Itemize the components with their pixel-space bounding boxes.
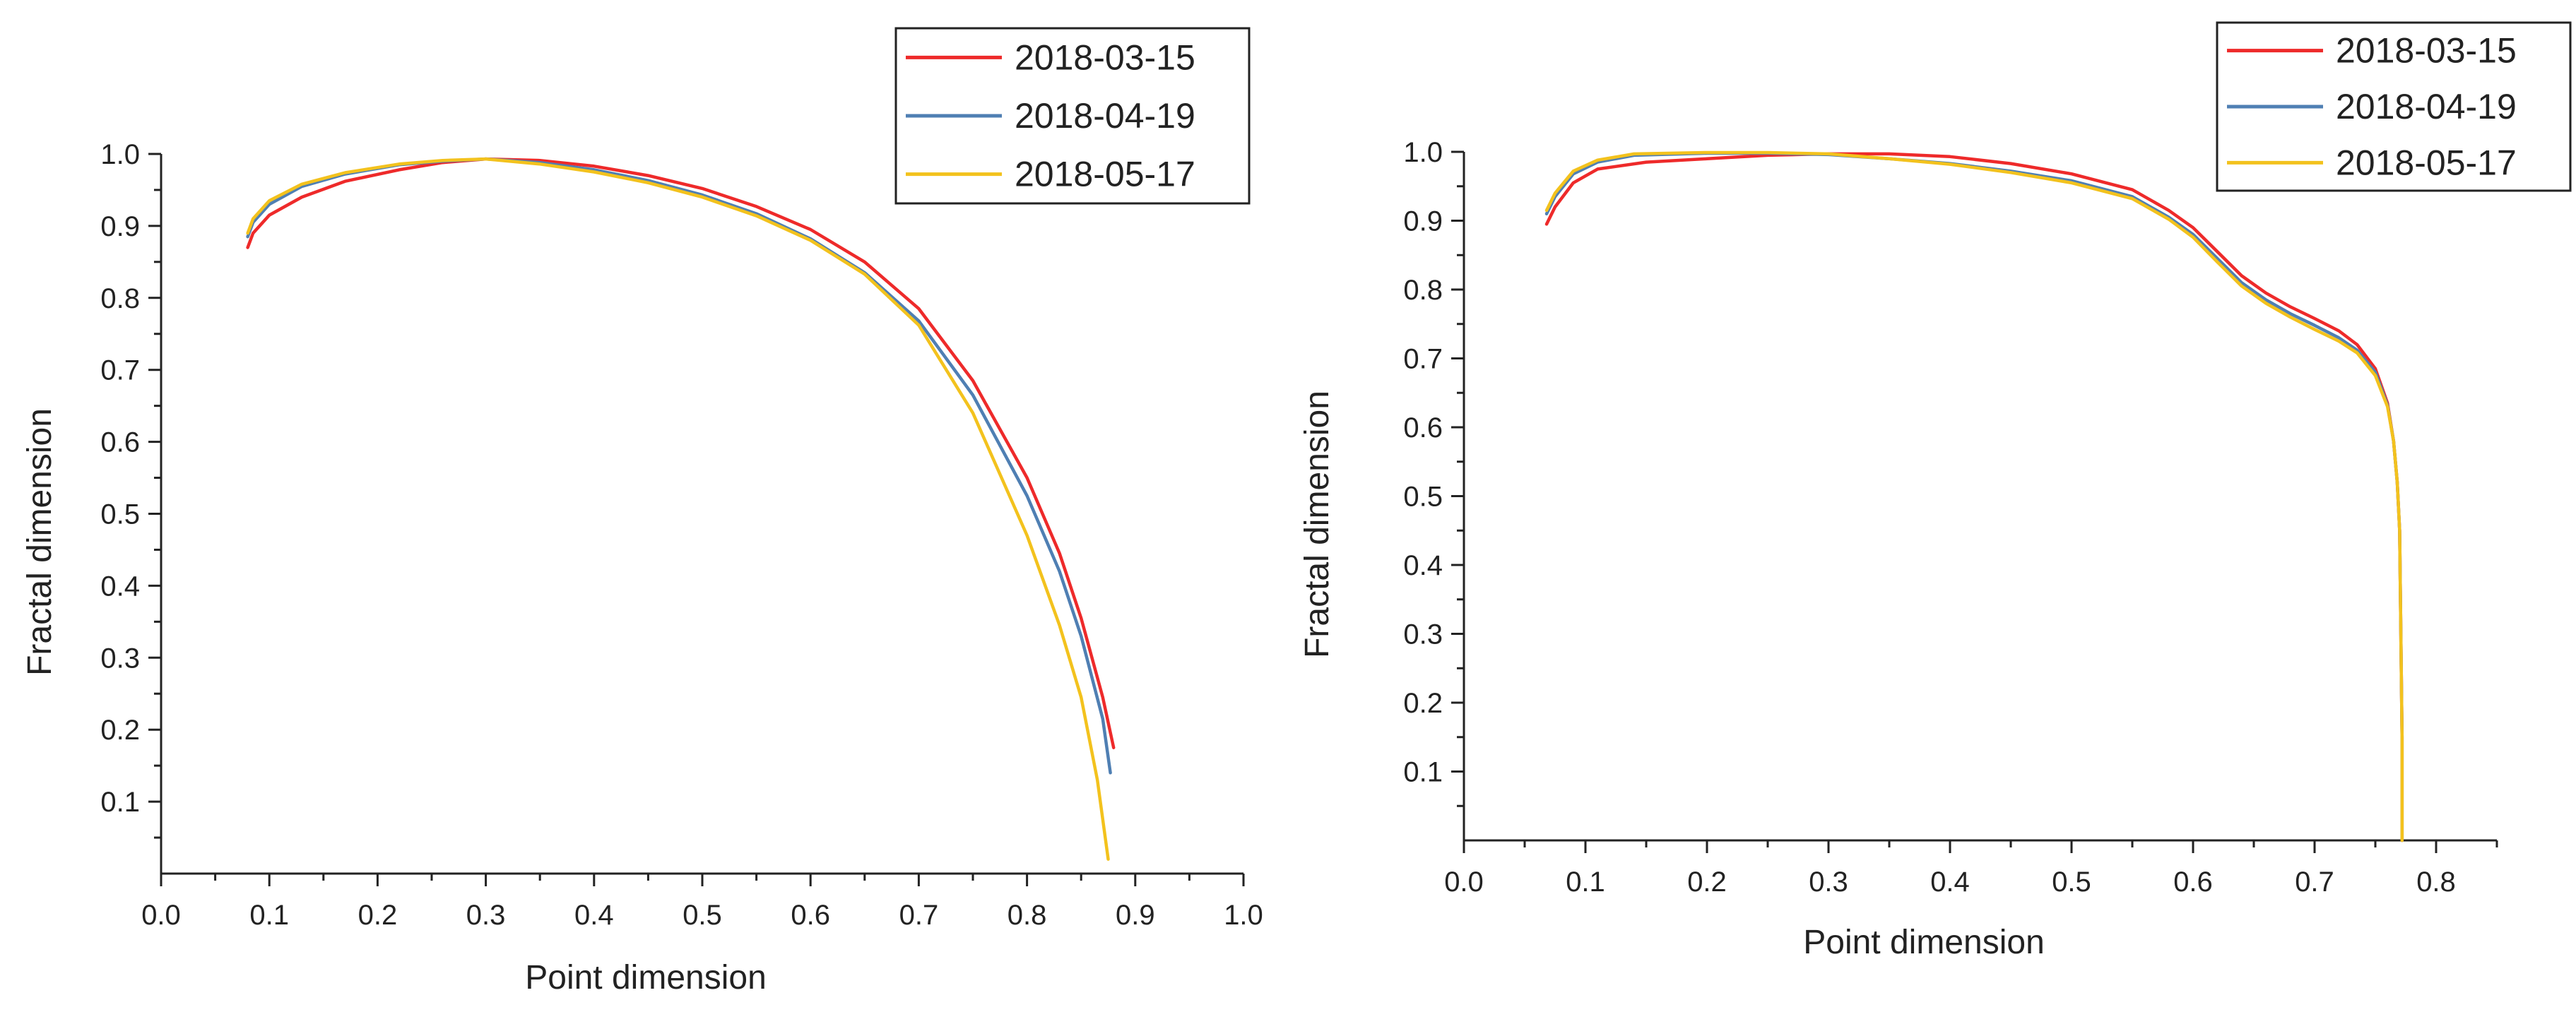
legend-label: 2018-04-19 [2336,87,2517,126]
series-line-2018-05-17 [246,157,1110,861]
legend-label: 2018-03-15 [2336,31,2517,71]
x-tick-label: 0.4 [1930,867,1970,898]
series-line-2018-04-19 [246,157,1112,775]
x-tick-label: 1.0 [1224,900,1263,931]
x-tick-label: 0.3 [1809,867,1848,898]
y-tick-label: 0.7 [1403,344,1443,375]
y-tick-label: 0.4 [1403,550,1443,581]
chart-panel-1: 0.0 0.1 0.2 0.3 0.4 0.5 0.6 0.7 0.8 0.9 1.0 0.1 0.2 0… [21,27,1263,996]
legend-label: 2018-03-15 [1015,37,1195,77]
y-tick-label: 0.8 [100,283,140,314]
x-tick-label: 0.1 [1566,867,1605,898]
x-tick-label: 0.5 [2052,867,2091,898]
series-line-2018-05-17 [1544,150,2404,843]
legend: 2018-03-15 2018-04-19 2018-05-17 [2216,21,2572,192]
y-tick-label: 0.9 [100,211,140,242]
y-axis-title: Fractal dimension [21,408,59,676]
y-tick-label: 0.9 [1403,206,1443,237]
x-tick-label: 0.5 [683,900,722,931]
y-tick-label: 0.3 [100,643,140,674]
x-tick-label: 0.2 [358,900,398,931]
x-tick-label: 0.4 [574,900,614,931]
y-tick-label: 0.5 [1403,482,1443,513]
x-tick-label: 0.0 [141,900,181,931]
x-tick-label: 0.8 [1008,900,1047,931]
y-tick-label: 0.7 [100,355,140,386]
y-axis-title: Fractal dimension [1299,391,1336,658]
x-tick-label: 0.6 [791,900,830,931]
y-tick-label: 0.3 [1403,619,1443,650]
y-tick-label: 1.0 [1403,137,1443,168]
x-tick-label: 0.8 [2416,867,2456,898]
series-line-2018-04-19 [1544,151,2404,843]
x-tick-label: 0.7 [899,900,939,931]
x-tick-label: 0.9 [1116,900,1155,931]
legend-label: 2018-04-19 [1015,96,1195,136]
x-tick-label: 0.2 [1687,867,1727,898]
x-tick-label: 0.3 [466,900,506,931]
y-tick-label: 0.2 [100,715,140,746]
y-tick-label: 0.8 [1403,275,1443,306]
y-tick-label: 0.5 [100,499,140,530]
y-tick-label: 0.1 [100,787,140,818]
y-tick-label: 0.2 [1403,688,1443,719]
series-line-2018-03-15 [1544,152,2404,843]
legend: 2018-03-15 2018-04-19 2018-05-17 [894,27,1251,205]
y-tick-label: 0.1 [1403,757,1443,788]
x-tick-label: 0.7 [2295,867,2334,898]
x-tick-label: 0.1 [249,900,289,931]
x-tick-label: 0.6 [2173,867,2213,898]
x-axis-title: Point dimension [525,959,767,996]
y-tick-label: 0.4 [100,571,140,602]
legend-label: 2018-05-17 [1015,155,1195,194]
y-tick-label: 1.0 [100,139,140,170]
y-tick-label: 0.6 [1403,412,1443,444]
y-tick-label: 0.6 [100,427,140,458]
series-line-2018-03-15 [246,157,1116,749]
x-tick-label: 0.0 [1444,867,1484,898]
chart-panel-2: 0.0 0.1 0.2 0.3 0.4 0.5 0.6 0.7 0.8 0.1 0.2 0.3 0.4 0… [1299,21,2572,961]
x-axis-title: Point dimension [1803,924,2045,961]
legend-label: 2018-05-17 [2336,143,2517,182]
